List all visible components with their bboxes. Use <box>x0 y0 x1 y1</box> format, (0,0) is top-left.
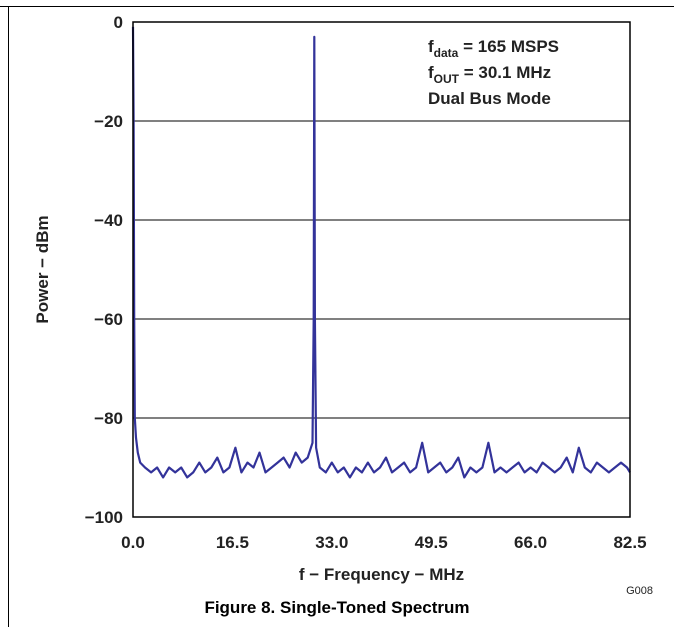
graph-id: G008 <box>626 585 653 597</box>
x-tick-label: 49.5 <box>415 533 448 552</box>
y-axis-title: Power − dBm <box>33 215 52 323</box>
y-tick-label: −60 <box>94 310 123 329</box>
x-axis-title: f − Frequency − MHz <box>299 565 464 584</box>
frame-top-border <box>0 6 674 7</box>
y-tick-label: 0 <box>114 13 123 32</box>
spectrum-line <box>131 26 631 479</box>
x-tick-label: 82.5 <box>613 533 646 552</box>
x-tick-label: 0.0 <box>121 533 145 552</box>
x-tick-label: 33.0 <box>315 533 348 552</box>
frame-left-border <box>8 6 9 627</box>
plot-area <box>133 22 630 517</box>
y-tick-label: −20 <box>94 112 123 131</box>
annotation-line: fOUT = 30.1 MHz <box>428 63 551 86</box>
x-tick-label: 66.0 <box>514 533 547 552</box>
annotation-line: fdata = 165 MSPS <box>428 37 559 60</box>
annotation-line: Dual Bus Mode <box>428 89 551 108</box>
y-tick-label: −40 <box>94 211 123 230</box>
figure-caption: Figure 8. Single-Toned Spectrum <box>204 598 470 617</box>
y-tick-label: −100 <box>85 508 123 527</box>
plot-border <box>132 21 631 518</box>
x-tick-label: 16.5 <box>216 533 249 552</box>
y-tick-label: −80 <box>94 409 123 428</box>
